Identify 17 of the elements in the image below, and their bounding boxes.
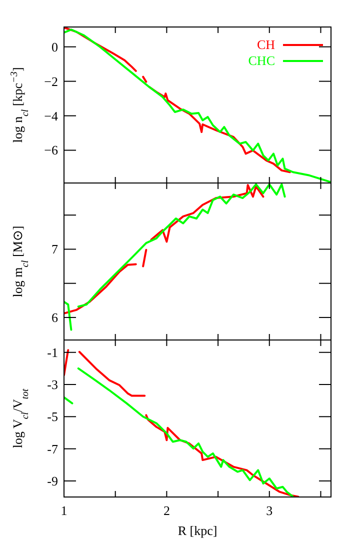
legend-label: CH xyxy=(256,37,275,52)
y-tick-label: -5 xyxy=(47,409,58,424)
legend-label: CHC xyxy=(248,53,275,68)
x-tick-label: 3 xyxy=(266,503,273,518)
y-tick-label: −4 xyxy=(44,108,58,124)
x-axis-title: R [kpc] xyxy=(178,523,218,538)
y-tick-label: -9 xyxy=(47,473,58,488)
y-tick-label: -3 xyxy=(47,377,58,392)
y-tick-label: 0 xyxy=(52,39,58,54)
y-tick-label: -7 xyxy=(47,441,58,456)
x-tick-label: 1 xyxy=(60,503,68,518)
y-tick-label: 6 xyxy=(52,310,58,325)
y-tick-label: 7 xyxy=(52,242,58,257)
x-tick-label: 2 xyxy=(163,503,170,518)
y-tick-label: -1 xyxy=(47,344,58,360)
y-tick-label: −2 xyxy=(44,74,58,89)
y-tick-label: −6 xyxy=(44,142,58,158)
